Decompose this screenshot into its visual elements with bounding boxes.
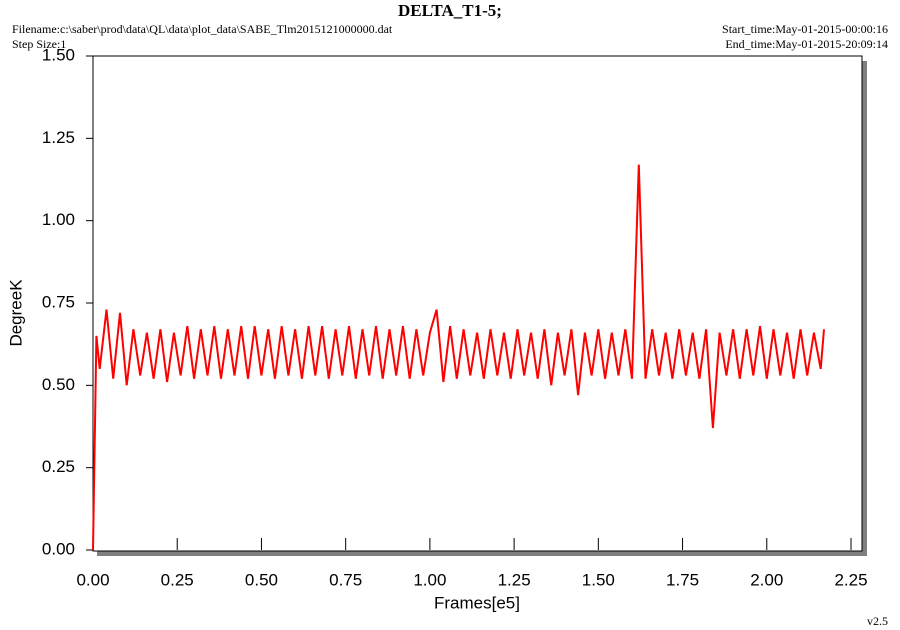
filename: Filename:c:\saber\prod\data\QL\data\plot… [12, 22, 393, 36]
start-time: Start_time:May-01-2015-00:00:16 [722, 22, 888, 36]
data-line [92, 164, 825, 551]
x-tick-label: 0.25 [161, 570, 194, 589]
end-time: End_time:May-01-2015-20:09:14 [725, 37, 888, 51]
step-size: Step Size:1 [12, 37, 66, 51]
y-tick-label: 1.00 [42, 210, 75, 229]
plot-frame [92, 55, 863, 552]
x-tick-label: 1.25 [498, 570, 531, 589]
x-tick-label: 1.50 [582, 570, 615, 589]
x-tick-label: 0.75 [329, 570, 362, 589]
y-tick-label: 1.25 [42, 128, 75, 147]
x-tick-label: 0.00 [76, 570, 109, 589]
y-tick-label: 0.00 [42, 539, 75, 558]
y-axis-label: DegreeK [6, 279, 25, 347]
y-tick-label: 0.50 [42, 375, 75, 394]
x-tick-label: 2.25 [834, 570, 867, 589]
chart-title: DELTA_T1-5; [398, 1, 502, 20]
x-tick-label: 1.00 [413, 570, 446, 589]
y-tick-label: 1.50 [42, 45, 75, 64]
y-tick-label: 0.25 [42, 457, 75, 476]
x-tick-label: 2.00 [750, 570, 783, 589]
x-tick-label: 1.75 [666, 570, 699, 589]
version: v2.5 [867, 614, 888, 628]
x-tick-label: 0.50 [245, 570, 278, 589]
y-tick-label: 0.75 [42, 292, 75, 311]
x-axis-label: Frames[e5] [434, 593, 520, 612]
